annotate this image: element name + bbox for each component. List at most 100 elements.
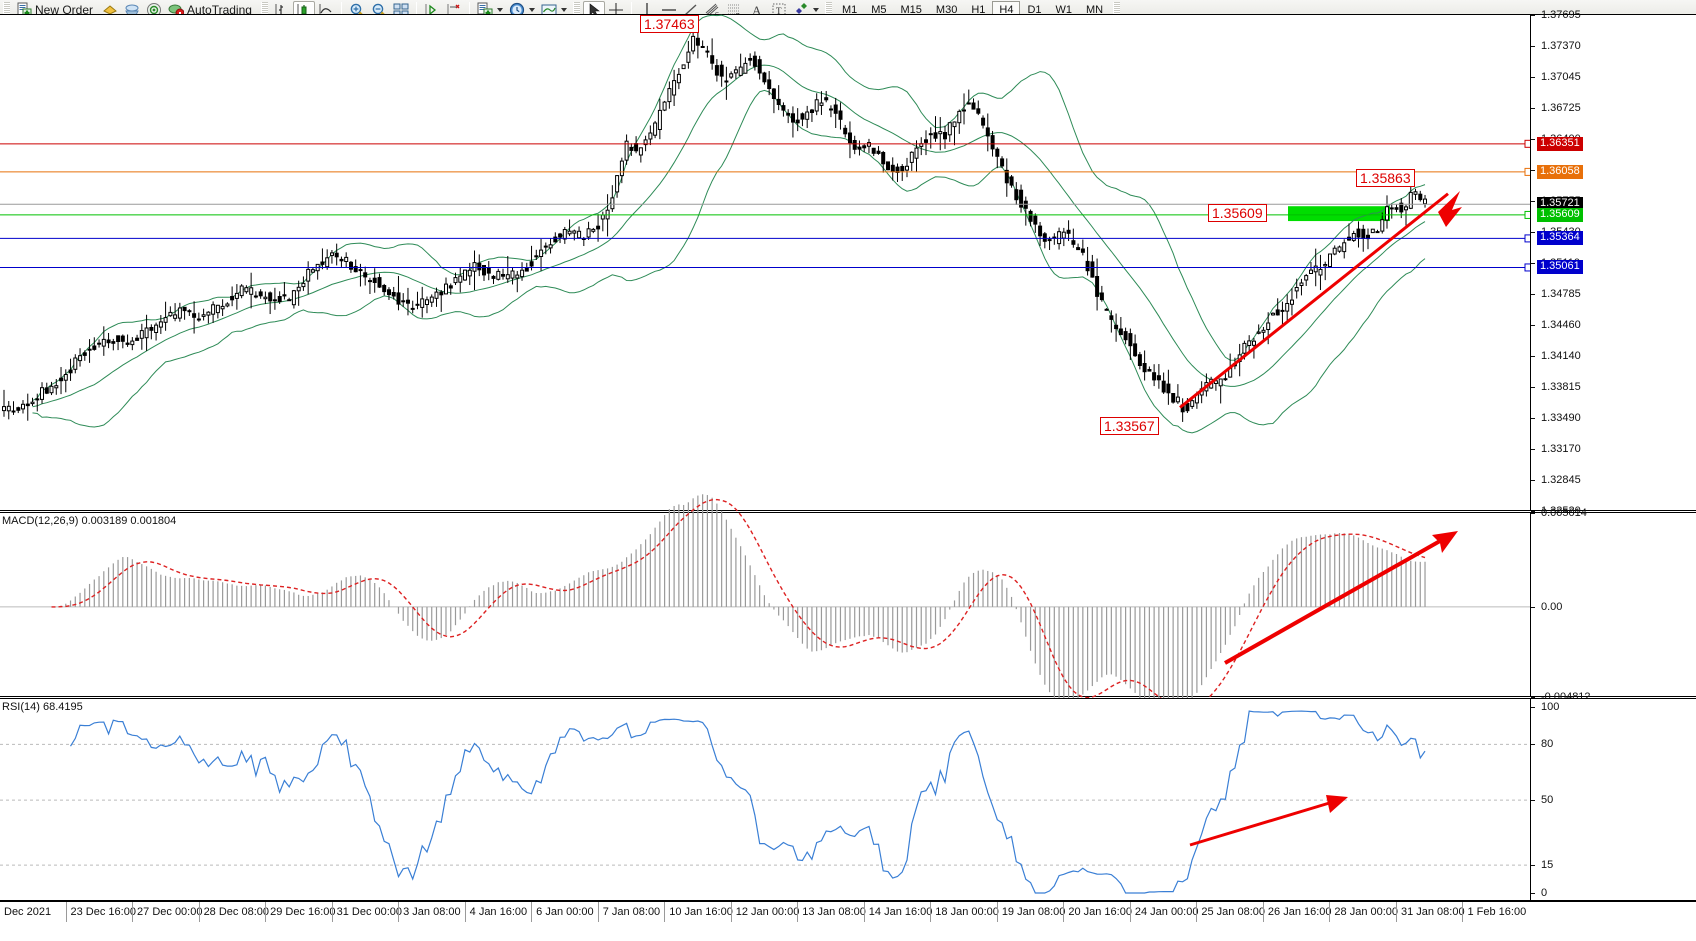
supply-zone-highlight[interactable] xyxy=(1288,206,1390,222)
text-button[interactable]: A xyxy=(746,1,768,19)
timeframe-d1[interactable]: D1 xyxy=(1027,3,1042,16)
strategy-tester-button[interactable] xyxy=(99,1,121,19)
candlestick xyxy=(1114,313,1119,342)
rsi-arrow-head xyxy=(1326,795,1348,813)
macd-indicator-pane[interactable]: MACD(12,26,9) 0.003189 0.001804 0.005014… xyxy=(0,494,1696,712)
price-annotation-callout[interactable]: 1.35609 xyxy=(1208,203,1267,222)
candlestick xyxy=(729,71,734,79)
data-window-icon xyxy=(125,4,139,15)
candlestick xyxy=(349,260,353,273)
rsi-axis[interactable]: 100 80 50 15 0 xyxy=(1530,699,1696,900)
candlestick xyxy=(748,53,753,66)
timeframe-w1[interactable]: W1 xyxy=(1055,3,1073,16)
timeframe-m5[interactable]: M5 xyxy=(871,3,887,16)
candlestick xyxy=(1180,398,1185,422)
candlestick xyxy=(1423,194,1427,208)
candlestick xyxy=(458,267,463,293)
candlestick xyxy=(762,71,767,85)
bullish-arrow[interactable] xyxy=(1438,191,1462,227)
candlestick xyxy=(206,311,211,324)
chevron-down-icon-3[interactable] xyxy=(560,7,567,12)
trend-line-up[interactable] xyxy=(1179,192,1449,409)
toolbar-grip-3[interactable] xyxy=(572,1,580,18)
candlestick xyxy=(1004,158,1009,197)
toolbar-grip[interactable] xyxy=(3,1,10,18)
candlestick xyxy=(154,322,159,341)
macd-axis-tick xyxy=(1531,513,1535,514)
time-axis-label: 28 Jan 00:00 xyxy=(1334,906,1399,918)
toolbar-grip-4[interactable] xyxy=(824,1,832,18)
chevron-down-icon-4[interactable] xyxy=(812,7,819,12)
time-axis-separator xyxy=(664,902,666,922)
zoom-out-button[interactable] xyxy=(368,1,390,19)
time-axis-separator xyxy=(597,902,599,922)
svg-text:T: T xyxy=(776,6,782,16)
macd-axis[interactable]: 0.005014 0.00 -0.004812 xyxy=(1530,507,1696,703)
rsi-indicator-pane[interactable]: RSI(14) 68.4195 100 80 50 15 0 xyxy=(0,698,1696,901)
candlestick xyxy=(467,262,472,286)
price-axis-label: 1.37695 xyxy=(1541,9,1581,21)
candlestick xyxy=(1389,203,1394,219)
svg-text:A: A xyxy=(752,3,762,18)
candlestick xyxy=(586,221,591,240)
chevron-down-icon-2[interactable] xyxy=(528,7,535,12)
price-chart-pane[interactable]: 1.376951.373701.370451.367251.364001.360… xyxy=(0,9,1696,517)
tile-windows-button[interactable] xyxy=(390,1,412,19)
trend-line-button[interactable] xyxy=(680,1,702,19)
timeframe-m15[interactable]: M15 xyxy=(900,3,922,16)
candlestick xyxy=(1418,190,1423,202)
candlestick xyxy=(78,348,83,367)
candlestick xyxy=(101,326,106,356)
candlestick xyxy=(282,282,287,300)
indicators-button[interactable] xyxy=(474,1,506,19)
time-axis-separator xyxy=(797,902,799,922)
candlestick xyxy=(819,91,824,115)
shapes-button[interactable] xyxy=(790,1,822,19)
price-axis-label: 1.33490 xyxy=(1541,412,1581,425)
candlestick xyxy=(886,161,890,171)
candlestick xyxy=(1147,366,1152,372)
candlestick xyxy=(520,262,525,281)
chevron-down-icon[interactable] xyxy=(496,7,503,12)
toolbar-grip-5[interactable] xyxy=(1113,1,1121,18)
candlestick xyxy=(420,286,425,318)
time-axis-separator xyxy=(65,902,67,922)
toolbar-grip-2[interactable] xyxy=(260,1,268,18)
timeframe-m30[interactable]: M30 xyxy=(935,3,958,16)
timeframe-mn[interactable]: MN xyxy=(1086,3,1104,16)
timeframe-m1[interactable]: M1 xyxy=(841,3,858,16)
candlestick xyxy=(87,339,92,363)
rsi-bullish-trend-arrow[interactable] xyxy=(1189,799,1337,847)
candlestick xyxy=(1218,378,1223,404)
time-axis-separator xyxy=(1196,902,1198,922)
candlestick xyxy=(291,289,296,309)
text-icon: A xyxy=(752,3,762,18)
candlestick xyxy=(244,285,249,294)
time-axis-label: 13 Jan 08:00 xyxy=(802,906,866,918)
horizontal-line-button[interactable] xyxy=(658,1,680,19)
price-annotation-callout[interactable]: 1.33567 xyxy=(1100,416,1159,435)
candlestick xyxy=(1166,369,1171,405)
candlestick xyxy=(253,291,258,299)
candlestick xyxy=(667,81,672,109)
price-annotation-callout[interactable]: 1.37463 xyxy=(640,15,699,34)
candlestick xyxy=(1133,334,1138,357)
candlestick xyxy=(933,116,938,142)
time-axis[interactable]: Dec 2021 23 Dec 16:00 27 Dec 00:00 28 Dec 0… xyxy=(0,901,1696,922)
macd-bullish-trend-arrow[interactable] xyxy=(1224,539,1441,665)
candlestick xyxy=(966,89,971,105)
new-order-button[interactable]: New Order xyxy=(13,1,99,19)
price-axis[interactable]: 1.376951.373701.370451.367251.364001.360… xyxy=(1530,9,1696,517)
candlestick xyxy=(824,90,829,103)
candlestick xyxy=(44,382,49,395)
zoom-in-button[interactable] xyxy=(346,1,368,19)
candlestick xyxy=(548,238,553,254)
rsi-axis-tick xyxy=(1531,865,1535,867)
time-axis-label: 29 Dec 16:00 xyxy=(270,906,336,918)
price-axis-tick xyxy=(1531,386,1535,388)
candlestick xyxy=(1033,213,1038,233)
price-annotation-callout[interactable]: 1.35863 xyxy=(1356,168,1415,187)
time-axis-separator xyxy=(265,902,267,922)
data-window-button[interactable] xyxy=(121,1,143,19)
timeframe-h1[interactable]: H1 xyxy=(971,3,986,16)
